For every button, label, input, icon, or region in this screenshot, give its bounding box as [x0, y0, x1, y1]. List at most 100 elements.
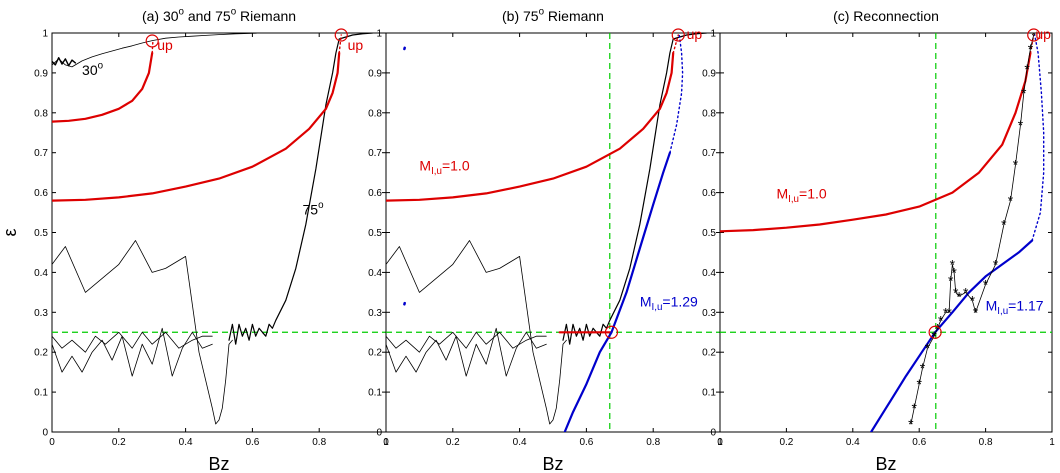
x-tick-label: 0	[49, 437, 55, 448]
star-marker: *	[970, 292, 976, 308]
axes-frame	[385, 32, 721, 433]
series-line-8	[563, 151, 672, 432]
star-marker: *	[973, 304, 979, 320]
x-axis-label: Bz	[208, 454, 229, 473]
x-axis-label: Bz	[875, 454, 896, 473]
y-tick-label: 0.9	[368, 68, 382, 79]
annotation: MI,u=1.17	[986, 297, 1044, 317]
star-marker: *	[943, 304, 949, 320]
annotation-part: 30	[82, 62, 98, 78]
y-tick-label: 0.1	[702, 388, 716, 399]
annotation-part: I,u	[652, 302, 663, 313]
star-marker: *	[1028, 41, 1034, 57]
star-marker: *	[948, 272, 954, 288]
annotation: MI,u=1.0	[419, 158, 469, 178]
x-tick-label: 0.8	[979, 437, 993, 448]
panel-1: 0 0.2 0.4 0.6 0.8 100.10.20.30.40.50.60.70.80…	[0, 7, 389, 473]
series-line-4	[52, 331, 213, 353]
y-tick-label: 0.2	[368, 348, 382, 359]
chart-title-part: (c) Reconnection	[833, 8, 939, 24]
x-tick-label: 0.2	[779, 437, 793, 448]
annotation-part: =1.17	[1008, 297, 1044, 313]
annotation-part: M	[776, 186, 788, 202]
star-marker: *	[963, 284, 969, 300]
chart-title-part: o	[231, 7, 237, 18]
annotation: up	[687, 26, 703, 42]
x-axis-label: Bz	[542, 454, 563, 473]
y-tick-label: 0.8	[702, 108, 716, 119]
annotation-part: I,u	[431, 166, 442, 177]
series-line-1	[720, 51, 1032, 233]
panel-2: 0 0.2 0.4 0.6 0.8 100.10.20.30.40.50.60.70.80…	[368, 7, 723, 473]
star-marker: *	[953, 284, 959, 300]
x-tick-label: 0.6	[579, 437, 593, 448]
y-tick-label: 1	[376, 29, 382, 40]
annotation: up	[157, 37, 173, 53]
series-line-1	[52, 33, 260, 68]
y-tick-label: 0.4	[368, 268, 382, 279]
plot-area: ******** ******* * ************	[720, 33, 1052, 432]
star-marker: *	[931, 328, 937, 344]
chart-title-part: Riemann	[544, 8, 604, 24]
annotation-part: up	[687, 26, 703, 42]
y-tick-label: 0.8	[34, 108, 48, 119]
y-tick-label: 0.5	[34, 228, 48, 239]
x-tick-label: 0	[383, 437, 389, 448]
star-marker: *	[1008, 193, 1014, 209]
annotation-part: up	[1035, 26, 1051, 42]
y-tick-label: 1	[42, 29, 48, 40]
annotation-part: 75	[303, 202, 319, 218]
x-tick-label: 0.2	[446, 437, 460, 448]
circle-marker	[1027, 28, 1041, 42]
chart-title-part: (a) 30	[142, 8, 179, 24]
annotation-part: =1.29	[662, 293, 698, 309]
x-tick-label: 0.4	[179, 437, 193, 448]
x-tick-label: 0.4	[846, 437, 860, 448]
star-marker: *	[911, 400, 917, 416]
y-axis-label: ε	[0, 228, 20, 236]
series-line-6	[672, 34, 679, 54]
series-line-5	[52, 327, 213, 377]
series-line-4	[1031, 34, 1045, 242]
series-line-5	[386, 51, 675, 202]
annotation-part: =1.0	[442, 158, 470, 174]
y-tick-label: 0.7	[34, 148, 48, 159]
star-marker: *	[983, 276, 989, 292]
y-tick-label: 0.4	[34, 268, 48, 279]
series-line-7	[52, 51, 154, 123]
plot-area	[52, 33, 386, 425]
y-tick-label: 0.5	[368, 228, 382, 239]
star-marker: *	[935, 320, 941, 336]
x-tick-label: 1	[1049, 437, 1055, 448]
annotation: MI,u=1.29	[640, 293, 698, 313]
y-tick-label: 1	[710, 29, 716, 40]
chart-title-part: and 75	[184, 8, 231, 24]
annotation: 30o	[82, 61, 104, 78]
annotation: MI,u=1.0	[776, 186, 826, 206]
series-line-3	[52, 240, 233, 425]
annotation: up	[1035, 26, 1051, 42]
series-line-9	[52, 51, 341, 202]
chart-title: (b) 75o Riemann	[502, 7, 604, 24]
y-tick-label: 0.2	[702, 348, 716, 359]
star-marker: *	[993, 256, 999, 272]
chart-title-part: o	[179, 7, 185, 18]
circle-marker	[145, 34, 159, 48]
star-marker: *	[946, 304, 952, 320]
y-tick-label: 0.9	[702, 68, 716, 79]
circle-marker	[604, 325, 619, 339]
series-line-3	[386, 327, 547, 377]
star-marker: *	[908, 416, 914, 432]
series-line-2	[386, 331, 547, 353]
star-marker: *	[951, 264, 957, 280]
axes-frame	[51, 32, 387, 433]
y-tick-label: 0.5	[702, 228, 716, 239]
y-tick-label: 0.6	[702, 188, 716, 199]
star-marker: *	[938, 312, 944, 328]
annotation-part: =1.0	[799, 186, 827, 202]
y-tick-label: 0.1	[34, 388, 48, 399]
series-line-10	[338, 34, 342, 54]
y-tick-label: 0.7	[368, 148, 382, 159]
x-tick-label: 1	[717, 437, 723, 448]
annotation-part: I,u	[788, 194, 799, 205]
